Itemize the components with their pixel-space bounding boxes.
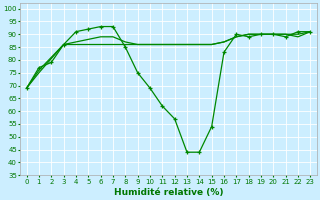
X-axis label: Humidité relative (%): Humidité relative (%) xyxy=(114,188,223,197)
